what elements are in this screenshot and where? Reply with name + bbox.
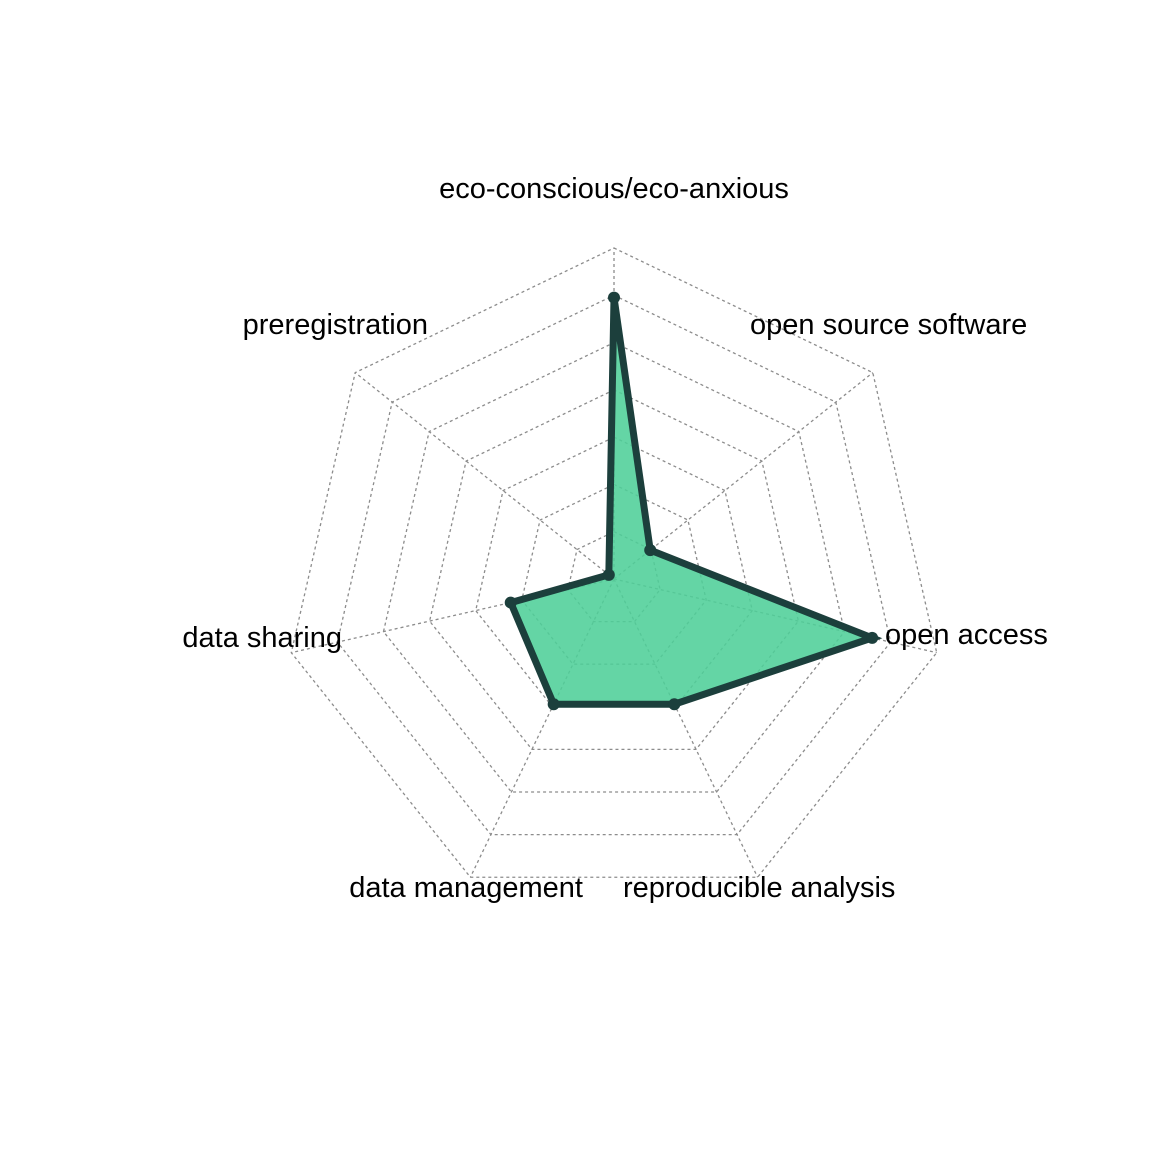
series-area [505, 297, 883, 708]
axis-label: preregistration [243, 309, 428, 341]
data-point [547, 698, 560, 711]
data-point [608, 291, 620, 304]
data-point [668, 698, 681, 711]
axis-label: open source software [750, 309, 1027, 341]
grid-ring [336, 294, 892, 836]
axis-spoke [613, 372, 874, 580]
data-point [866, 631, 879, 644]
axis-spoke [354, 372, 615, 580]
axis-label: data sharing [182, 622, 342, 654]
data-point [602, 568, 615, 581]
axis-label: reproducible analysis [623, 872, 895, 904]
grid-ring [382, 341, 846, 793]
grid-ring [290, 247, 938, 878]
radar-series [504, 291, 883, 711]
axis-labels: eco-conscious/eco-anxious open source sof… [182, 173, 1047, 904]
axis-label: eco-conscious/eco-anxious [439, 173, 789, 205]
axis-label: data management [349, 872, 583, 904]
data-point [504, 596, 517, 609]
data-point [644, 544, 657, 557]
axis-label: open access [885, 619, 1048, 651]
